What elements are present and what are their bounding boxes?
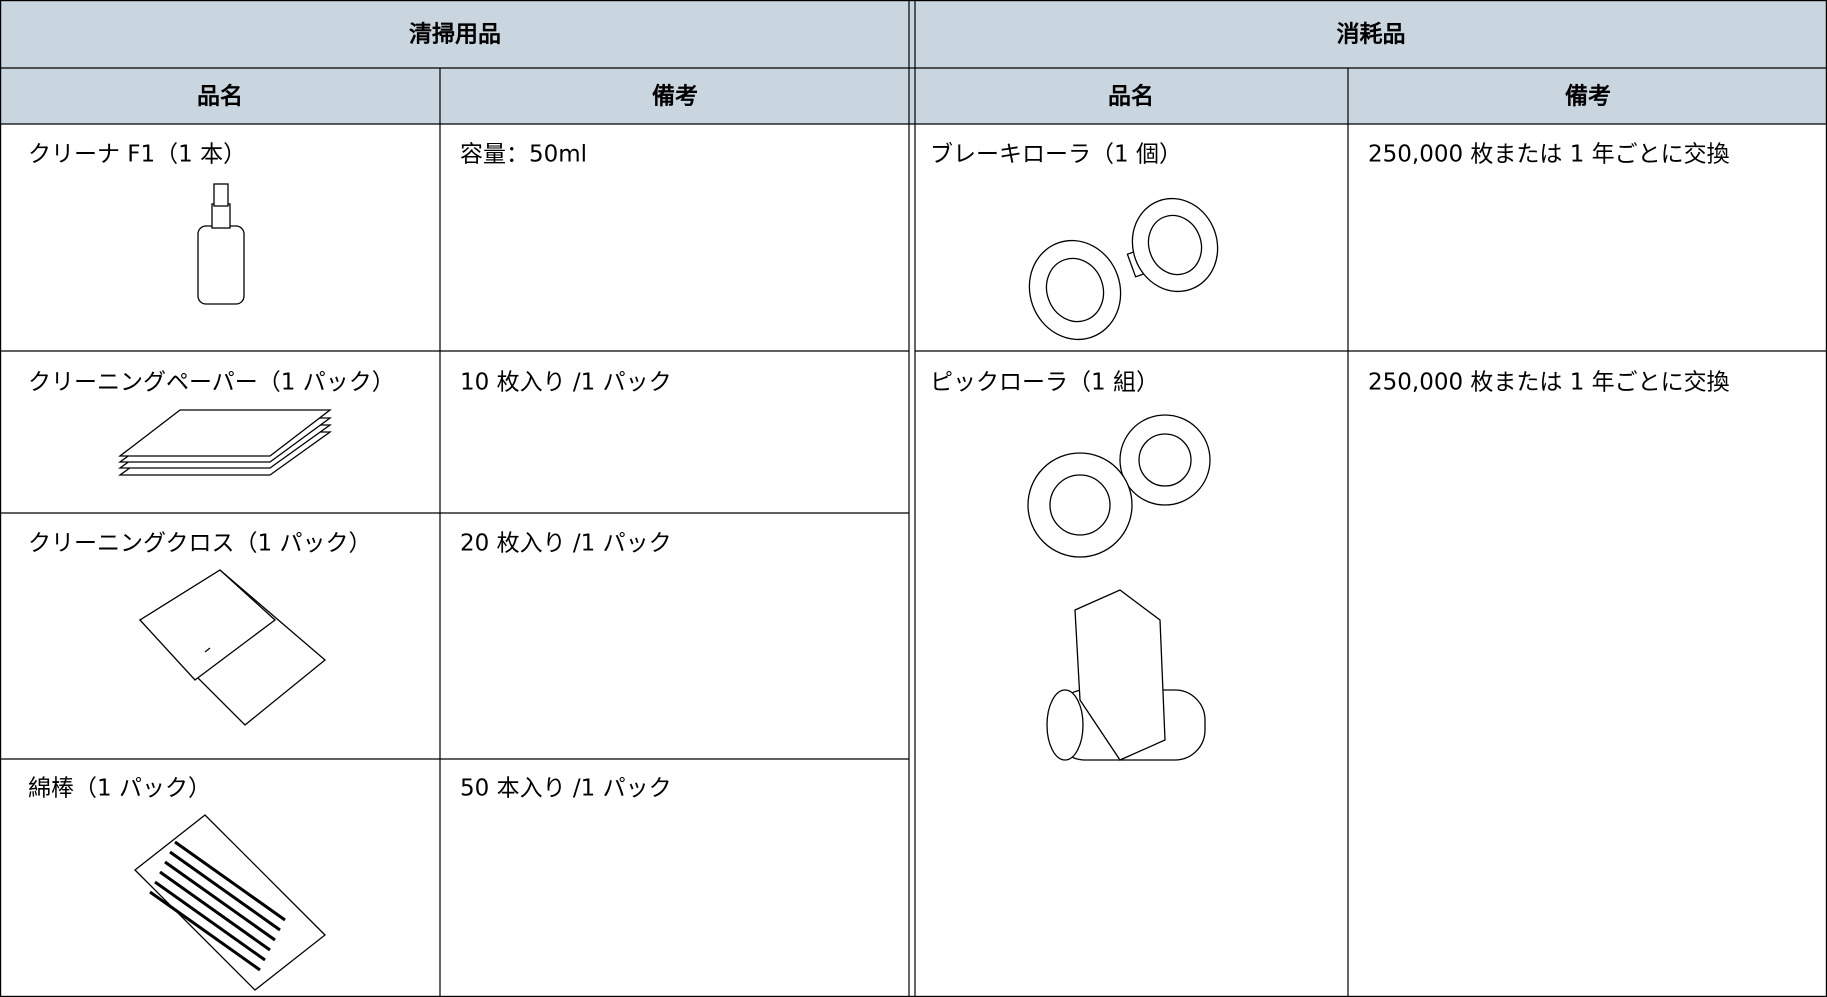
item-name: クリーニングペーパー（1 パック） bbox=[28, 370, 395, 396]
item-name: ピックローラ（1 組） bbox=[930, 370, 1159, 396]
pick-roller-illustration bbox=[1027, 414, 1211, 761]
section-title: 清掃用品 bbox=[409, 21, 501, 48]
item-note: 50 本入り /1 パック bbox=[460, 776, 672, 802]
item-note: 容量：50ml bbox=[460, 142, 587, 168]
cloth-illustration bbox=[138, 569, 327, 726]
column-header: 品名 bbox=[1108, 83, 1154, 110]
column-header: 備考 bbox=[652, 83, 698, 110]
item-name: 綿棒（1 パック） bbox=[28, 776, 211, 802]
item-name: クリーナ F1（1 本） bbox=[28, 142, 246, 168]
item-note: 10 枚入り /1 パック bbox=[460, 370, 672, 396]
column-header: 品名 bbox=[197, 83, 243, 110]
brake-roller-illustration bbox=[1028, 197, 1219, 341]
section-title: 消耗品 bbox=[1337, 22, 1406, 48]
paper-illustration bbox=[117, 409, 333, 476]
header-bg bbox=[0, 0, 1827, 124]
item-name: クリーニングクロス（1 パック） bbox=[28, 531, 371, 557]
item-note: 250,000 枚または 1 年ごとに交換 bbox=[1368, 142, 1730, 168]
column-header: 備考 bbox=[1565, 83, 1611, 110]
bottle-illustration bbox=[197, 183, 245, 305]
item-note: 20 枚入り /1 パック bbox=[460, 531, 672, 557]
item-note: 250,000 枚または 1 年ごとに交換 bbox=[1368, 370, 1730, 396]
item-name: ブレーキローラ（1 個） bbox=[930, 142, 1182, 168]
swab-illustration bbox=[134, 814, 326, 991]
